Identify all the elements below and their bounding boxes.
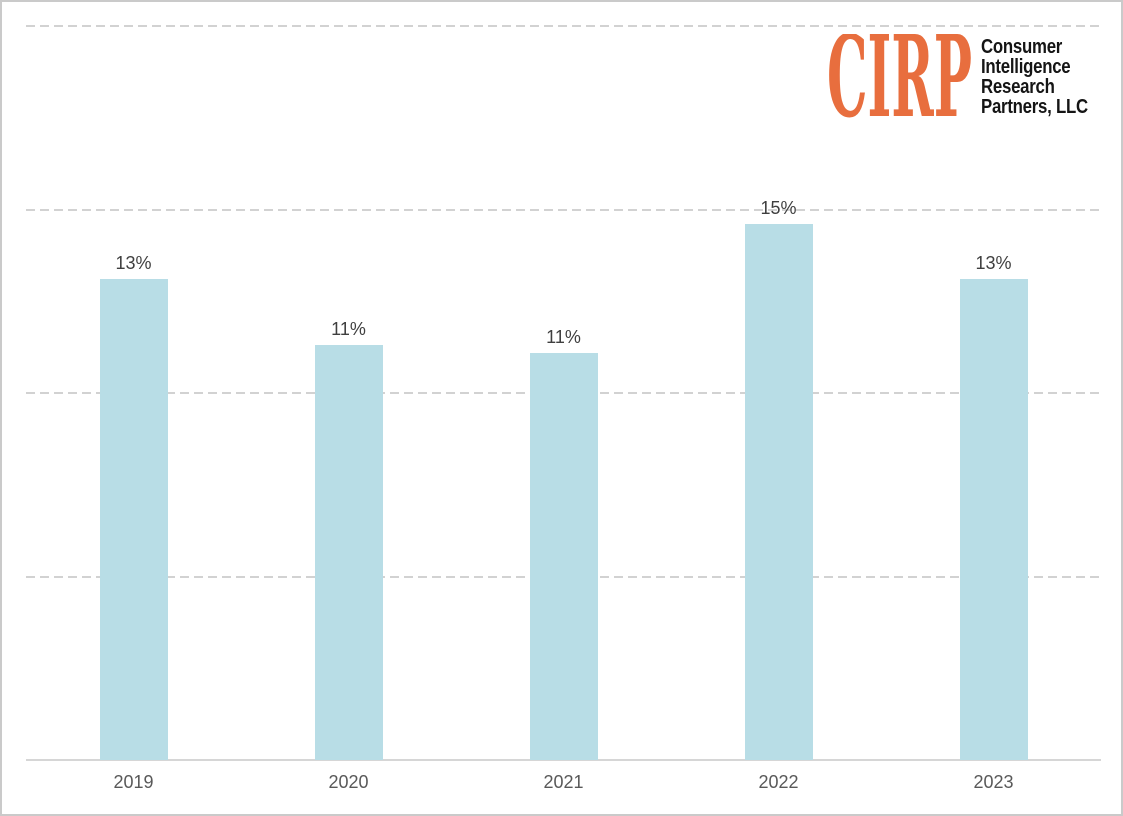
cirp-logo: CIRP Consumer Intelligence Research Part… — [826, 34, 1108, 119]
x-axis-label-2023: 2023 — [973, 772, 1014, 792]
bar-2021 — [529, 353, 598, 760]
bar-slot-2022: 15% — [671, 198, 886, 760]
logo-line-2: Intelligence — [980, 56, 1071, 78]
bar-value-label-2021: 11% — [546, 327, 581, 348]
bar-2022 — [744, 224, 813, 760]
cirp-logo-text: CIRP — [827, 34, 972, 119]
gridline-15pct — [26, 208, 1101, 211]
x-axis-label-2022: 2022 — [758, 772, 799, 792]
cirp-logo-wordmark: CIRP — [827, 34, 972, 119]
bar-value-label-2022: 15% — [760, 198, 797, 219]
gridline-20pct — [26, 25, 1101, 27]
x-axis-labels: 2019 2020 2021 2022 2023 — [26, 772, 1101, 793]
bar-value-label-2020: 11% — [331, 319, 366, 340]
bar-slot-2021: 11% — [456, 327, 671, 760]
logo-line-3: Research — [980, 76, 1055, 98]
bar-value-label-2019: 13% — [115, 253, 152, 274]
bar-slot-2020: 11% — [241, 319, 456, 760]
x-axis-label-2020: 2020 — [328, 772, 369, 792]
bar-2023 — [959, 279, 1028, 760]
x-axis-label-2021: 2021 — [543, 772, 584, 792]
cirp-logo-company-name: Consumer Intelligence Research Partners,… — [981, 34, 1088, 117]
bar-slot-2023: 13% — [886, 253, 1101, 760]
bars-container: 13% 11% 11% 15% 13% — [26, 2, 1101, 760]
bar-2019 — [99, 279, 168, 760]
logo-line-4: Partners, LLC — [980, 96, 1088, 118]
logo-line-1: Consumer — [980, 36, 1062, 58]
plot-area: 13% 11% 11% 15% 13% 2019 2020 2021 2022 2023 — [26, 2, 1101, 814]
bar-value-label-2023: 13% — [975, 253, 1012, 274]
x-axis-line — [26, 759, 1101, 761]
x-axis-label-2019: 2019 — [113, 772, 154, 792]
bar-slot-2019: 13% — [26, 253, 241, 760]
bar-2020 — [314, 345, 383, 760]
